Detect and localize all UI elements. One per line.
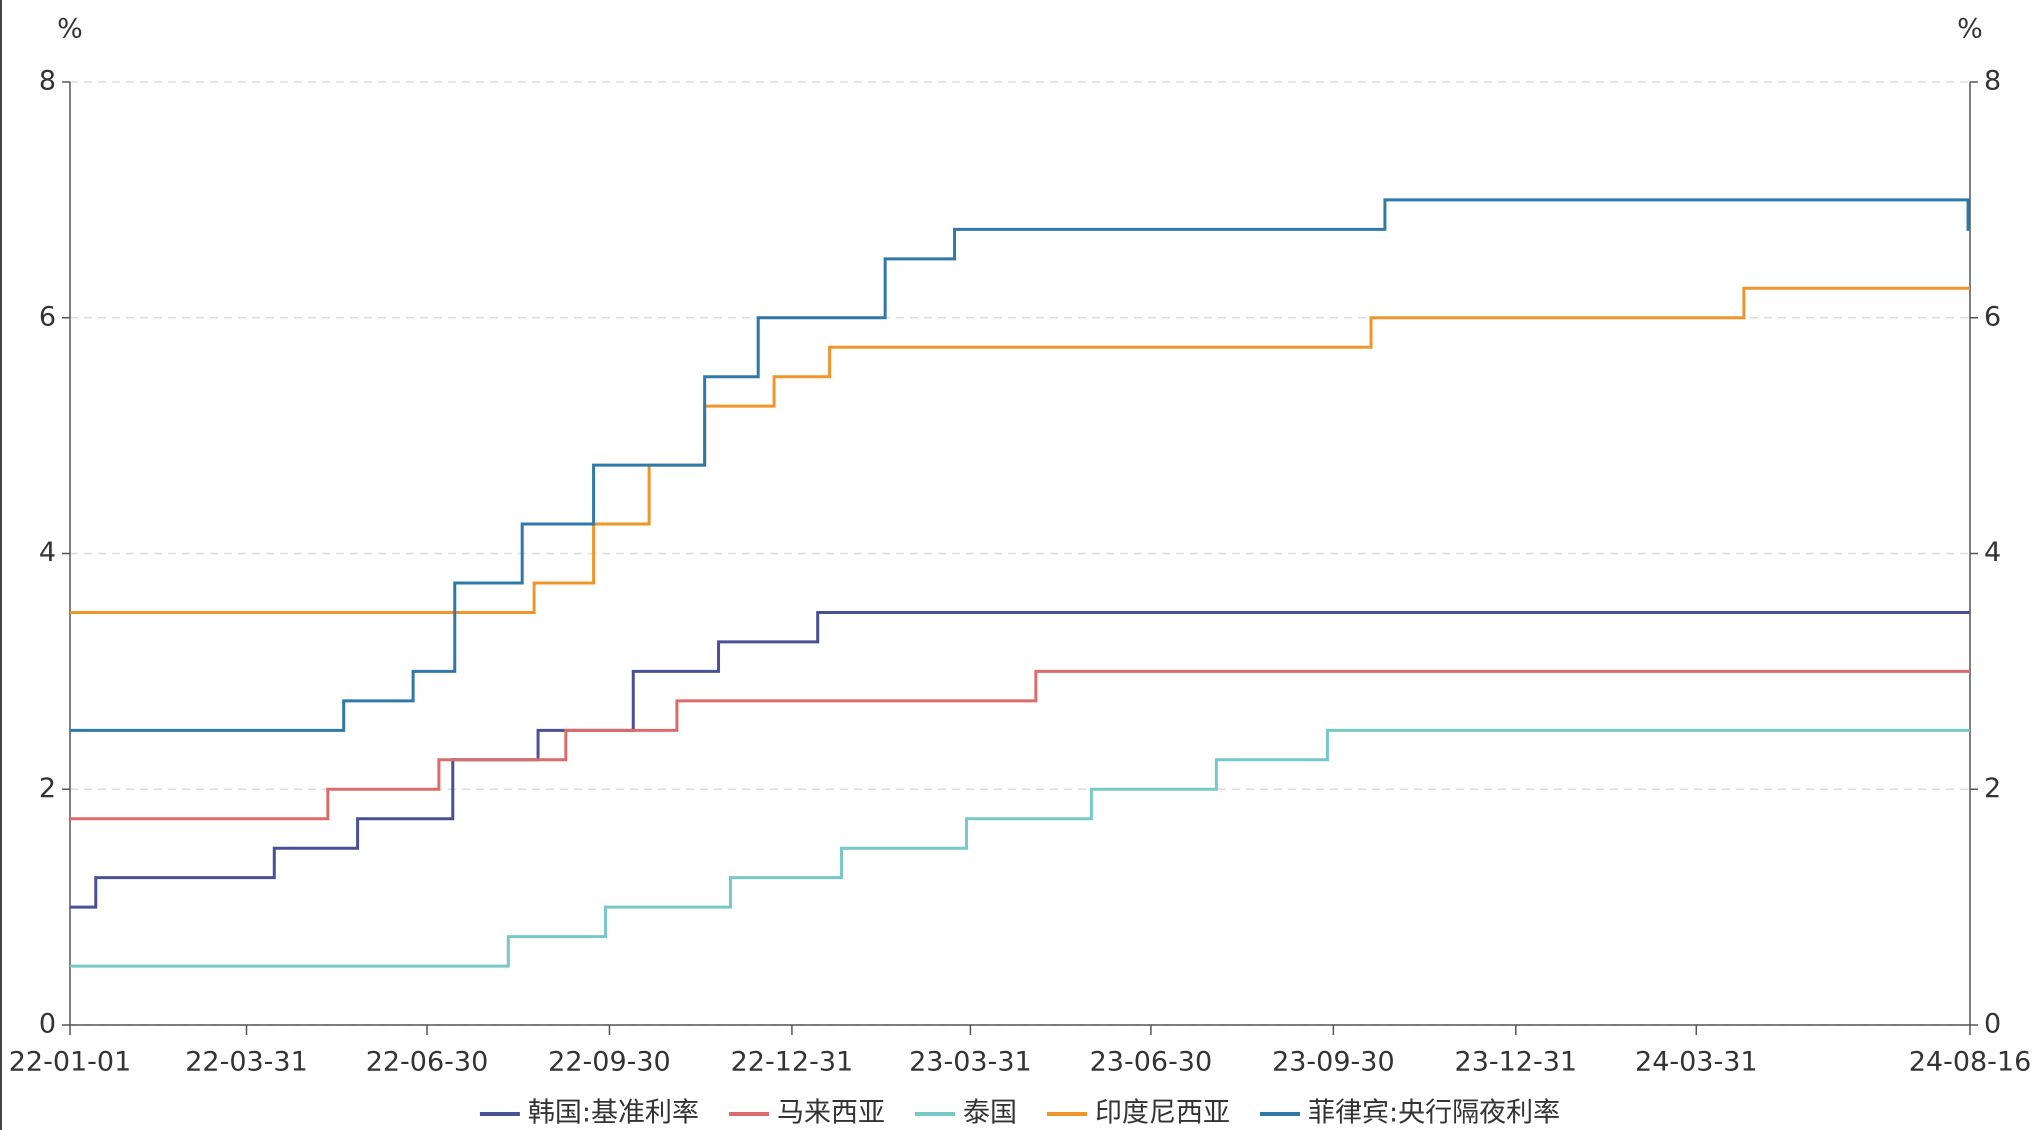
x-tick-label: 23-09-30	[1272, 1047, 1395, 1078]
x-tick-label: 24-03-31	[1635, 1047, 1758, 1078]
series-line	[70, 728, 1970, 968]
legend-label: 菲律宾:央行隔夜利率	[1308, 1098, 1560, 1129]
series-line	[70, 286, 1970, 614]
series-line	[70, 669, 1970, 821]
y2-tick-label: 4	[1984, 537, 2001, 568]
y-tick-label: 2	[39, 773, 56, 804]
y2-tick-label: 6	[1984, 301, 2001, 332]
y-tick-label: 8	[39, 66, 56, 97]
y-tick-label: 0	[39, 1009, 56, 1040]
x-tick-label: 22-03-31	[185, 1047, 308, 1078]
y2-tick-label: 2	[1984, 773, 2001, 804]
series-line	[70, 198, 1970, 732]
x-tick-label: 22-06-30	[366, 1047, 489, 1078]
y-unit: %	[57, 14, 83, 45]
legend-label: 韩国:基准利率	[528, 1098, 699, 1129]
legend-label: 印度尼西亚	[1095, 1098, 1230, 1129]
y-tick-label: 4	[39, 537, 56, 568]
x-tick-label: 24-08-16	[1909, 1047, 2032, 1078]
y2-tick-label: 8	[1984, 66, 2001, 97]
x-tick-label: 23-06-30	[1090, 1047, 1213, 1078]
x-tick-label: 23-12-31	[1455, 1047, 1578, 1078]
x-tick-label: 22-09-30	[548, 1047, 671, 1078]
x-tick-label: 23-03-31	[909, 1047, 1032, 1078]
x-tick-label: 22-01-01	[9, 1047, 132, 1078]
legend-label: 泰国	[963, 1098, 1017, 1129]
y2-tick-label: 0	[1984, 1009, 2001, 1040]
x-tick-label: 22-12-31	[731, 1047, 854, 1078]
y2-unit: %	[1957, 14, 1983, 45]
legend-label: 马来西亚	[777, 1098, 885, 1129]
y-tick-label: 6	[39, 301, 56, 332]
